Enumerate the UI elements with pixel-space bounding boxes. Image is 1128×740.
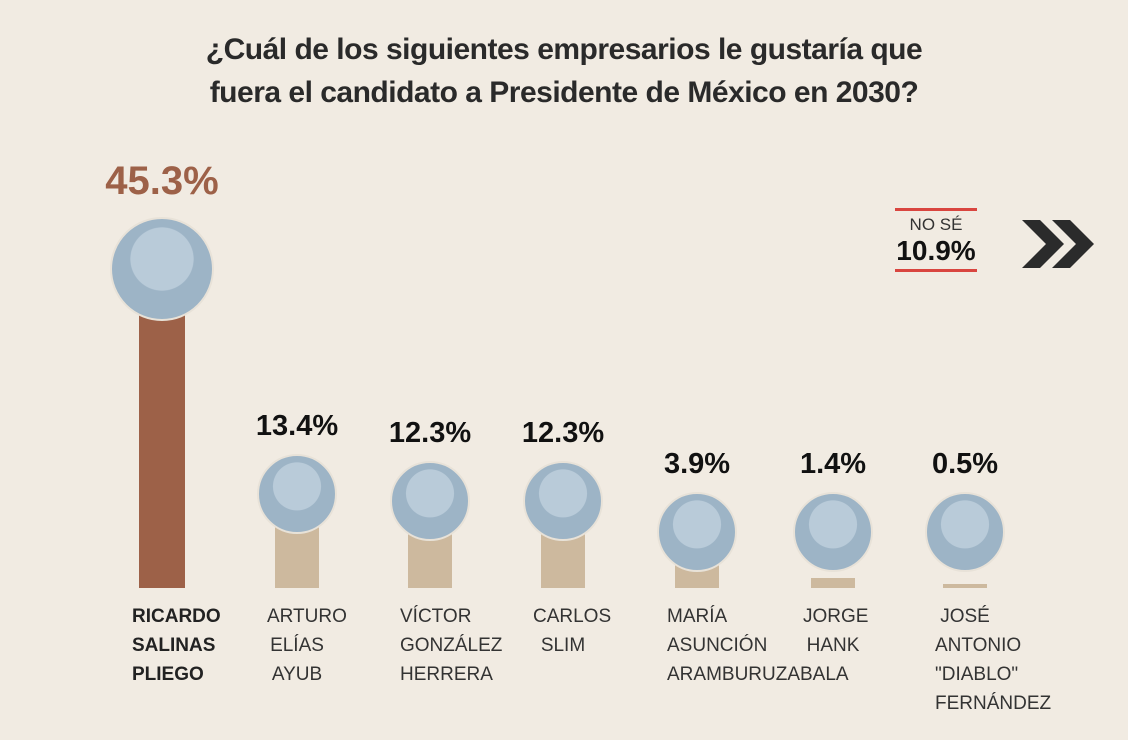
value-label: 3.9% bbox=[663, 448, 731, 480]
photo bbox=[523, 461, 603, 542]
category-label: VÍCTOR GONZÁLEZ HERRERA bbox=[400, 606, 503, 685]
category-label: JOSÉ ANTONIO "DIABLO" FERNÁNDEZ bbox=[935, 606, 1052, 714]
photo bbox=[793, 492, 873, 572]
photo bbox=[925, 492, 1005, 572]
photo bbox=[257, 453, 337, 534]
value-label: 12.3% bbox=[521, 417, 605, 450]
chart-title: ¿Cuál de los siguientes empresarios le g… bbox=[205, 33, 923, 109]
bar bbox=[943, 584, 987, 588]
category-label: ARTURO ELÍAS AYUB bbox=[267, 606, 347, 685]
other-label: NO SÉ bbox=[909, 215, 963, 234]
other-value-label: 10.9% bbox=[896, 235, 976, 266]
bar bbox=[811, 578, 855, 588]
value-label: 1.4% bbox=[799, 448, 867, 480]
photo bbox=[110, 216, 214, 321]
category-label: JORGE HANK bbox=[803, 606, 869, 656]
value-label: 45.3% bbox=[105, 158, 219, 203]
category-label: MARÍA ASUNCIÓN ARAMBURUZABALA bbox=[667, 606, 849, 685]
other-box: NO SÉ 10.9% bbox=[895, 208, 977, 272]
value-label: 0.5% bbox=[931, 448, 999, 480]
category-label: RICARDO SALINAS PLIEGO bbox=[132, 606, 221, 685]
value-label: 12.3% bbox=[388, 417, 472, 450]
photo bbox=[657, 492, 737, 572]
category-label: CARLOS SLIM bbox=[533, 606, 612, 656]
bar bbox=[139, 268, 185, 588]
value-label: 13.4% bbox=[255, 409, 339, 442]
photo bbox=[390, 461, 470, 542]
next-arrows[interactable] bbox=[1020, 216, 1100, 274]
